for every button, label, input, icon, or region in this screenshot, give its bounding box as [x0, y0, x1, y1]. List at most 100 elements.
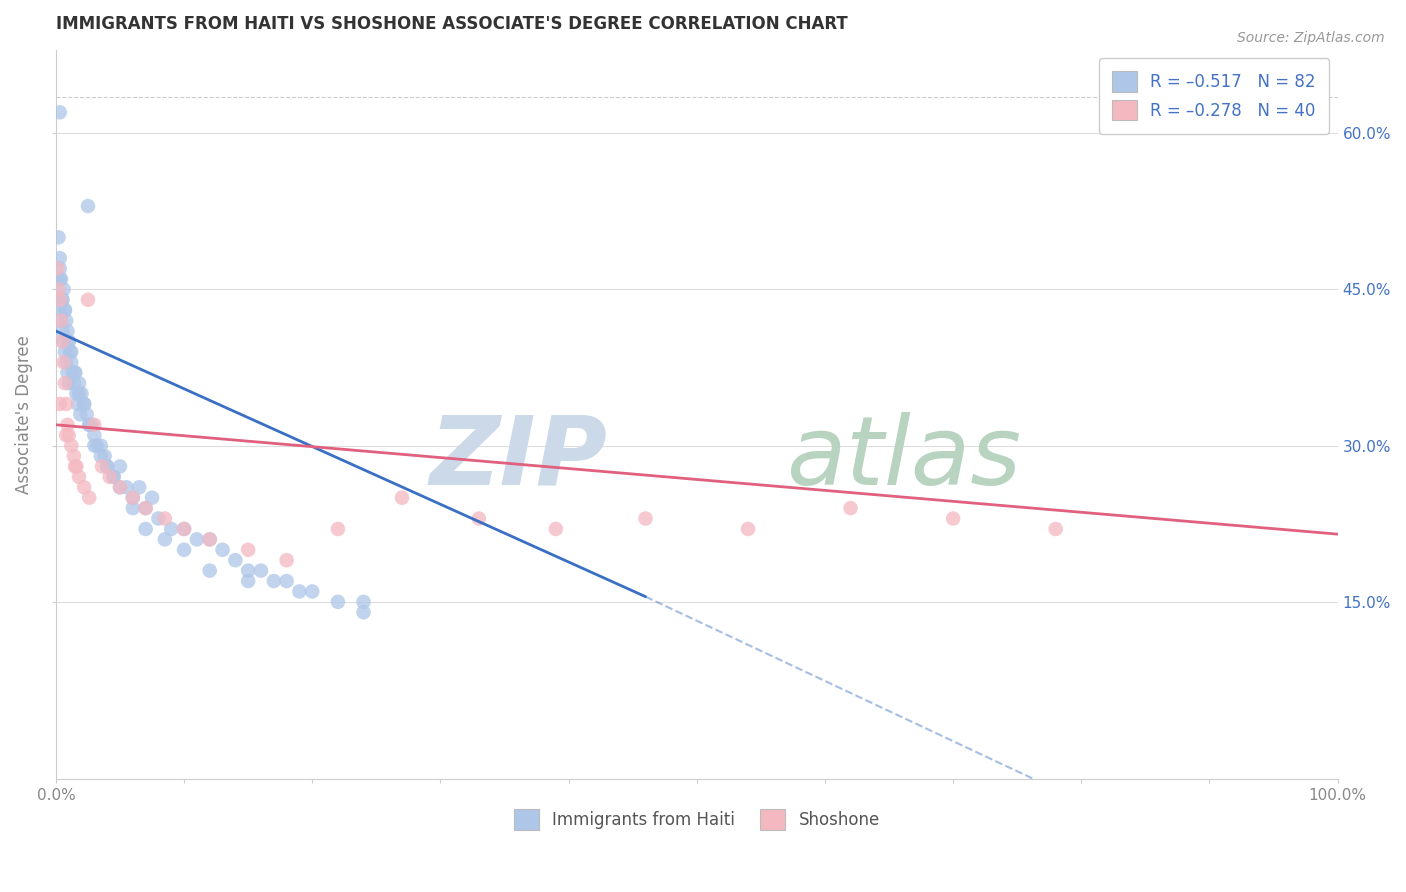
Text: atlas: atlas: [786, 411, 1022, 505]
Point: [60, 355, 83, 369]
Point: [55, 313, 77, 327]
Point: [634, 511, 657, 525]
Point: [301, 584, 323, 599]
Point: [83, 439, 105, 453]
Point: [135, 522, 157, 536]
Point: [56, 324, 79, 338]
Point: [62, 366, 84, 380]
Point: [63, 366, 86, 380]
Legend: Immigrants from Haiti, Shoshone: Immigrants from Haiti, Shoshone: [508, 803, 886, 836]
Point: [173, 522, 195, 536]
Point: [60, 439, 83, 453]
Text: Source: ZipAtlas.com: Source: ZipAtlas.com: [1237, 31, 1385, 45]
Point: [198, 533, 221, 547]
Point: [198, 533, 221, 547]
Point: [63, 366, 86, 380]
Point: [52, 282, 75, 296]
Point: [58, 376, 80, 391]
Point: [108, 480, 131, 494]
Point: [58, 428, 80, 442]
Point: [51, 293, 73, 307]
Point: [148, 511, 170, 525]
Point: [90, 449, 112, 463]
Point: [77, 417, 100, 432]
Point: [52, 334, 75, 349]
Point: [468, 511, 491, 525]
Point: [65, 386, 87, 401]
Point: [96, 459, 118, 474]
Point: [67, 376, 90, 391]
Point: [49, 272, 72, 286]
Point: [73, 480, 96, 494]
Point: [839, 501, 862, 516]
Point: [103, 470, 125, 484]
Point: [51, 324, 73, 338]
Point: [83, 428, 105, 442]
Point: [173, 522, 195, 536]
Point: [238, 574, 260, 588]
Text: IMMIGRANTS FROM HAITI VS SHOSHONE ASSOCIATE'S DEGREE CORRELATION CHART: IMMIGRANTS FROM HAITI VS SHOSHONE ASSOCI…: [56, 15, 848, 33]
Point: [49, 303, 72, 318]
Point: [55, 355, 77, 369]
Y-axis label: Associate's Degree: Associate's Degree: [15, 334, 32, 494]
Point: [250, 564, 273, 578]
Point: [153, 511, 176, 525]
Point: [53, 303, 76, 318]
Point: [77, 293, 100, 307]
Point: [48, 230, 70, 244]
Point: [49, 293, 72, 307]
Point: [942, 511, 965, 525]
Point: [263, 574, 285, 588]
Point: [53, 376, 76, 391]
Point: [63, 376, 86, 391]
Point: [66, 397, 89, 411]
Point: [67, 386, 90, 401]
Point: [55, 397, 77, 411]
Point: [51, 293, 73, 307]
Point: [108, 459, 131, 474]
Point: [58, 334, 80, 349]
Point: [49, 105, 72, 120]
Point: [173, 542, 195, 557]
Point: [544, 522, 567, 536]
Point: [70, 386, 93, 401]
Point: [326, 595, 349, 609]
Point: [276, 553, 298, 567]
Point: [80, 417, 103, 432]
Point: [73, 397, 96, 411]
Point: [67, 470, 90, 484]
Point: [65, 459, 87, 474]
Point: [186, 533, 208, 547]
Point: [46, 261, 69, 276]
Point: [391, 491, 413, 505]
Point: [353, 605, 375, 619]
Point: [58, 334, 80, 349]
Point: [238, 542, 260, 557]
Point: [121, 491, 143, 505]
Point: [77, 199, 100, 213]
Point: [153, 533, 176, 547]
Point: [326, 522, 349, 536]
Point: [73, 397, 96, 411]
Point: [49, 261, 72, 276]
Point: [91, 459, 114, 474]
Point: [56, 366, 79, 380]
Point: [96, 459, 118, 474]
Point: [86, 439, 108, 453]
Point: [353, 595, 375, 609]
Point: [238, 564, 260, 578]
Point: [121, 501, 143, 516]
Point: [276, 574, 298, 588]
Point: [56, 417, 79, 432]
Point: [46, 272, 69, 286]
Point: [49, 272, 72, 286]
Text: ZIP: ZIP: [429, 411, 607, 505]
Point: [224, 553, 246, 567]
Point: [1045, 522, 1067, 536]
Point: [69, 408, 91, 422]
Point: [49, 313, 72, 327]
Point: [141, 491, 163, 505]
Point: [128, 480, 150, 494]
Point: [93, 449, 115, 463]
Point: [55, 428, 77, 442]
